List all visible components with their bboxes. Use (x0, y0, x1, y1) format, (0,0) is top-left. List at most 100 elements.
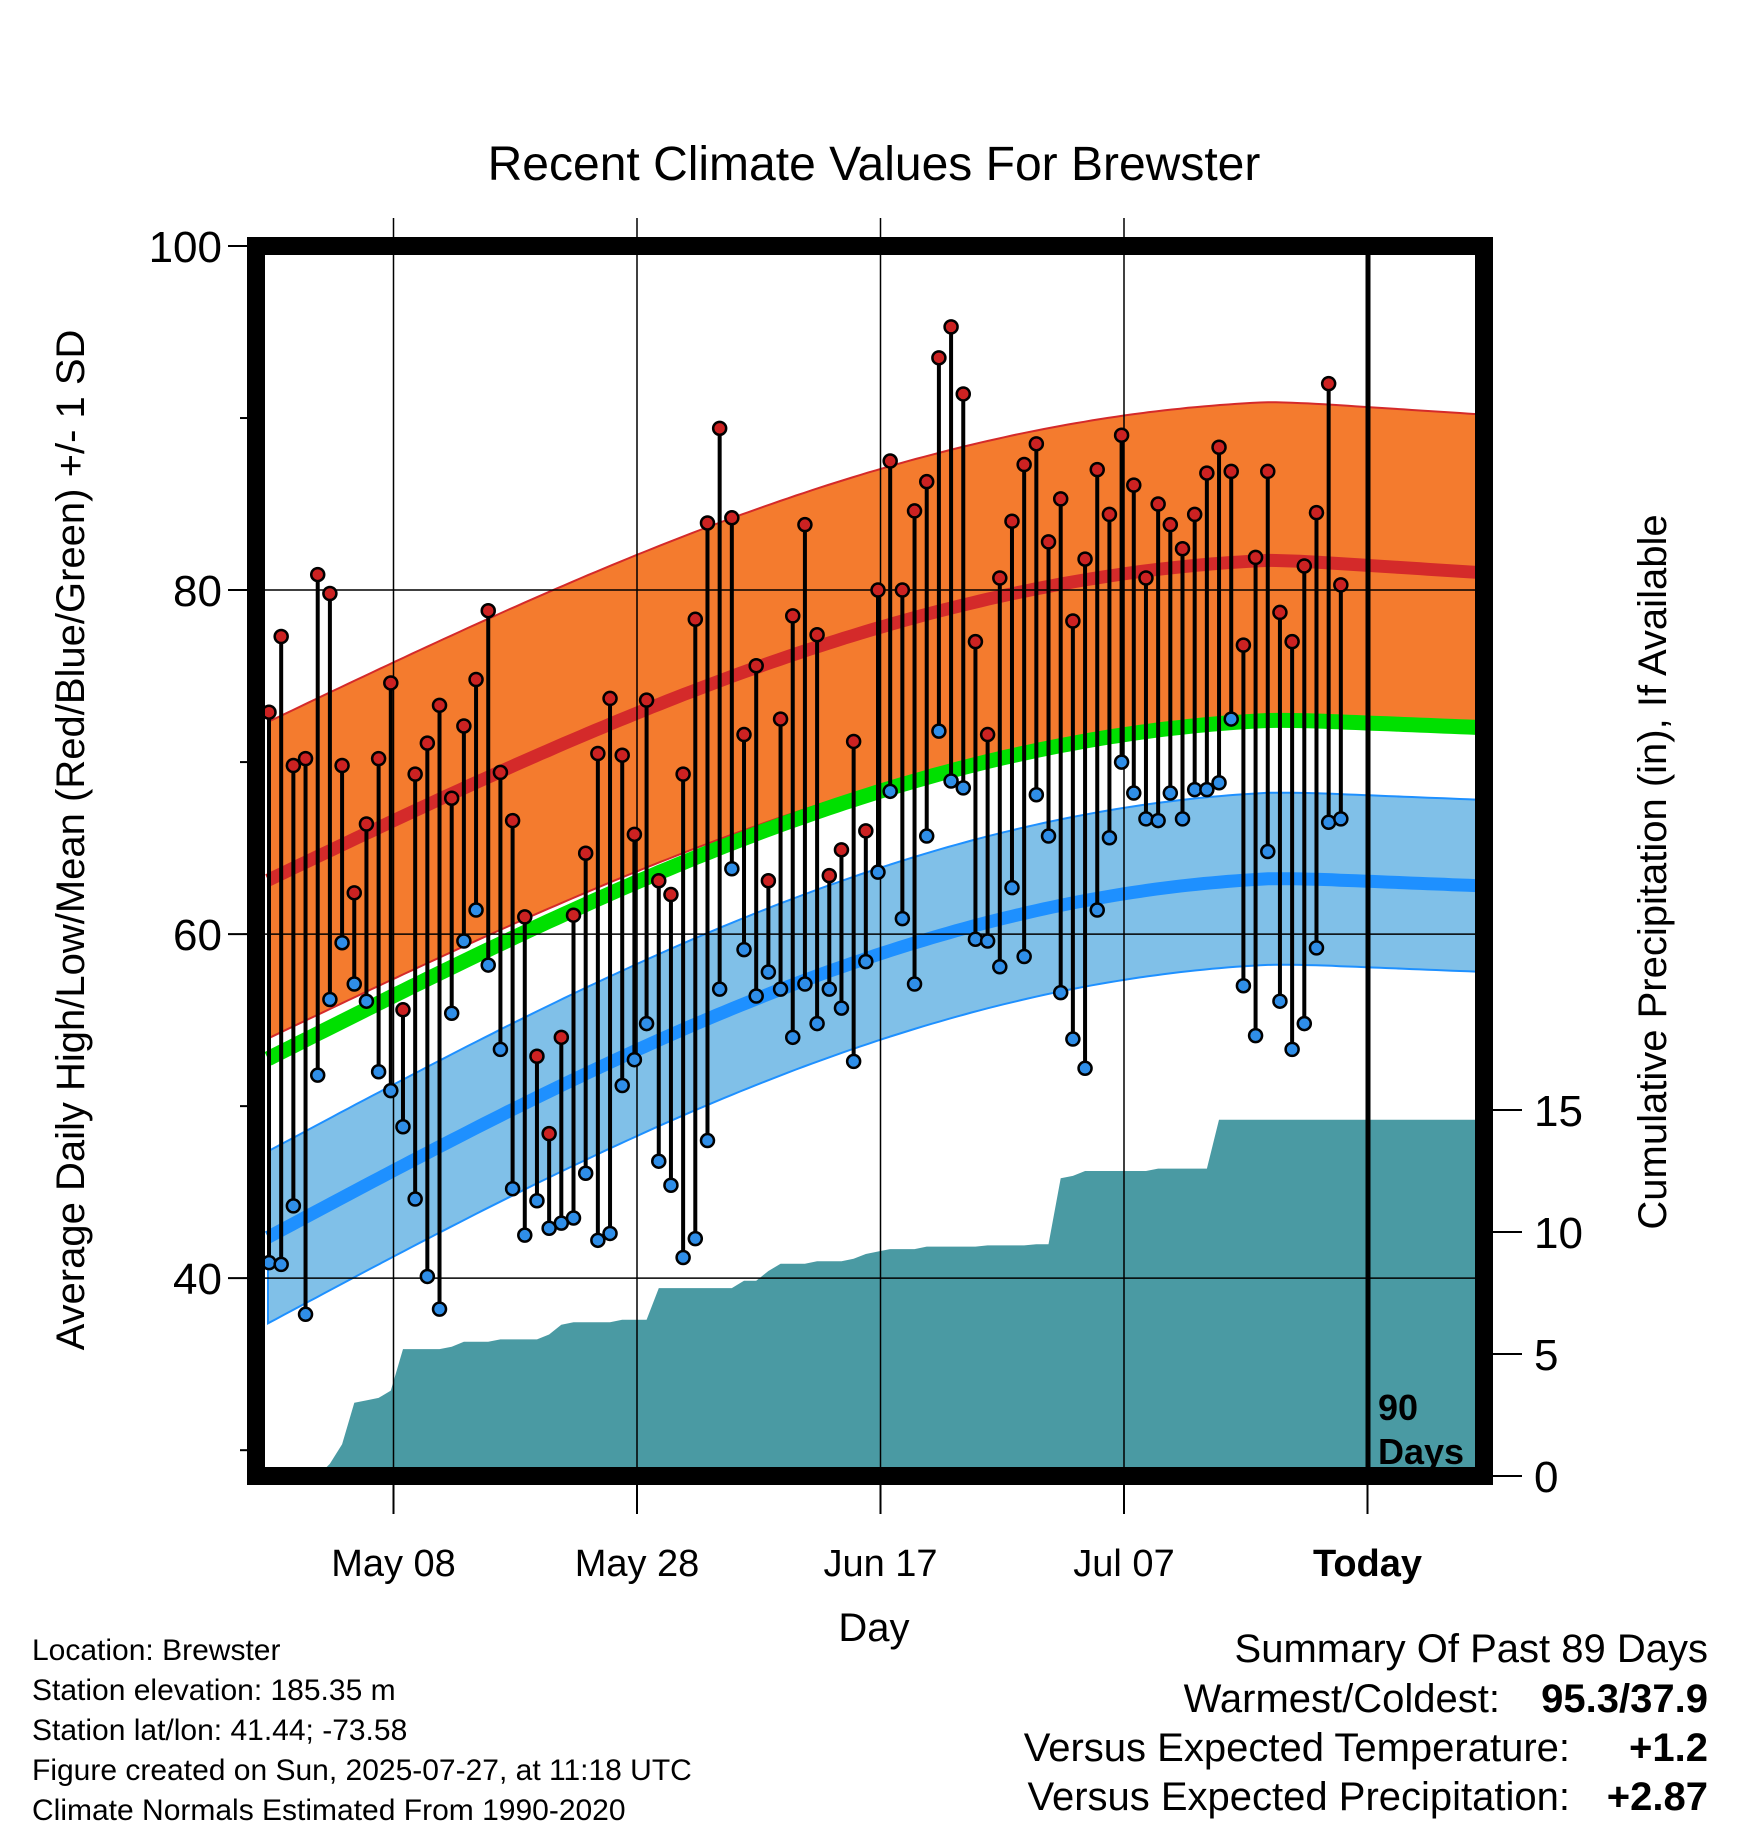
high-point-86 (1296, 558, 1313, 574)
low-point-72 (1126, 785, 1142, 801)
low-point-34 (663, 1177, 679, 1194)
high-point-48 (833, 842, 850, 858)
high-point-36 (687, 611, 704, 628)
today-marker-line-1: 90 (1378, 1387, 1418, 1428)
low-point-40 (736, 941, 752, 958)
precipitation-area (269, 1119, 1480, 1476)
low-point-45 (797, 976, 813, 992)
high-point-20 (492, 764, 509, 781)
low-point-7 (334, 934, 350, 951)
low-point-85 (1284, 1041, 1300, 1058)
high-point-2 (273, 628, 289, 645)
low-point-42 (760, 964, 777, 980)
high-point-58 (955, 386, 972, 402)
high-point-35 (675, 766, 691, 782)
low-point-8 (346, 976, 363, 992)
footer-elevation: Station elevation: 185.35 m (32, 1674, 396, 1707)
high-point-11 (383, 675, 399, 691)
low-point-49 (845, 1053, 862, 1070)
low-point-22 (517, 1227, 533, 1243)
high-point-72 (1126, 477, 1142, 493)
x-tick-label-4: Today (1313, 1543, 1422, 1585)
low-point-56 (931, 723, 947, 739)
low-point-79 (1211, 774, 1227, 791)
high-point-78 (1199, 465, 1215, 481)
high-point-83 (1260, 463, 1276, 480)
low-point-12 (395, 1119, 411, 1135)
y-tick-label-100: 100 (149, 223, 222, 272)
summary-warmest-value: 95.3/37.9 (1541, 1677, 1708, 1721)
low-point-87 (1308, 940, 1325, 956)
low-point-55 (918, 828, 935, 844)
low-point-16 (443, 1005, 460, 1021)
low-point-36 (687, 1230, 704, 1247)
high-point-13 (407, 766, 423, 782)
x-tick-label-1: May 28 (575, 1543, 700, 1585)
summary-warmest-label: Warmest/Coldest: (1184, 1677, 1500, 1721)
high-point-68 (1077, 551, 1093, 567)
low-point-54 (906, 976, 923, 992)
y-right-tick-label-15: 15 (1534, 1087, 1583, 1136)
high-point-75 (1162, 516, 1179, 533)
today-marker-line-2: Days (1378, 1431, 1464, 1472)
high-point-17 (456, 718, 472, 734)
high-point-47 (821, 867, 838, 884)
low-point-32 (638, 1015, 655, 1032)
high-point-70 (1101, 506, 1118, 523)
low-point-3 (285, 1198, 302, 1214)
chart-marks: 90 Days (261, 246, 1464, 1476)
low-point-76 (1174, 811, 1191, 827)
high-point-73 (1138, 570, 1154, 586)
low-point-84 (1272, 993, 1288, 1009)
high-point-82 (1247, 549, 1264, 566)
low-point-51 (870, 864, 886, 880)
high-point-28 (590, 745, 606, 762)
high-point-37 (699, 515, 716, 531)
high-point-10 (370, 750, 387, 767)
low-point-10 (370, 1063, 387, 1080)
high-point-57 (943, 319, 959, 335)
high-point-9 (358, 816, 375, 832)
high-point-51 (870, 582, 886, 598)
y-axis-right-label: Cumulative Precipitation (in), If Availa… (1631, 514, 1675, 1229)
y-tick-label-40: 40 (173, 1255, 222, 1304)
low-point-47 (821, 981, 838, 997)
low-point-43 (772, 981, 789, 997)
high-point-31 (626, 826, 643, 843)
low-point-75 (1162, 785, 1179, 801)
footer-created: Figure created on Sun, 2025-07-27, at 11… (32, 1754, 692, 1787)
x-tick-label-2: Jun 17 (823, 1543, 937, 1585)
high-point-54 (906, 503, 923, 519)
low-point-23 (529, 1193, 545, 1209)
low-point-38 (711, 981, 728, 997)
low-point-50 (858, 953, 874, 970)
high-point-4 (297, 750, 314, 767)
high-point-26 (565, 907, 582, 923)
low-point-70 (1101, 830, 1118, 846)
low-point-82 (1247, 1027, 1264, 1044)
footer-latlon: Station lat/lon: 41.44; -73.58 (32, 1714, 407, 1747)
high-point-19 (480, 602, 496, 619)
low-point-78 (1199, 781, 1215, 798)
high-point-77 (1186, 506, 1203, 523)
low-point-4 (297, 1306, 314, 1323)
x-tick-label-0: May 08 (331, 1543, 456, 1585)
low-point-62 (1004, 879, 1020, 896)
high-point-46 (809, 627, 825, 643)
high-point-15 (431, 697, 448, 714)
low-point-19 (480, 957, 496, 973)
low-point-89 (1333, 811, 1349, 827)
high-point-23 (529, 1048, 545, 1065)
high-point-49 (845, 733, 862, 750)
high-point-27 (577, 845, 594, 862)
low-point-31 (626, 1051, 643, 1068)
high-point-55 (918, 473, 935, 490)
today-marker-label: 90 Days (1378, 1387, 1464, 1472)
plot-frame (247, 237, 1493, 1485)
summary-box: Summary Of Past 89 Days Warmest/Coldest:… (1024, 1627, 1708, 1819)
low-point-6 (322, 991, 338, 1008)
y-right-tick-label-10: 10 (1534, 1209, 1583, 1258)
high-point-16 (443, 790, 460, 806)
high-point-30 (614, 747, 630, 763)
